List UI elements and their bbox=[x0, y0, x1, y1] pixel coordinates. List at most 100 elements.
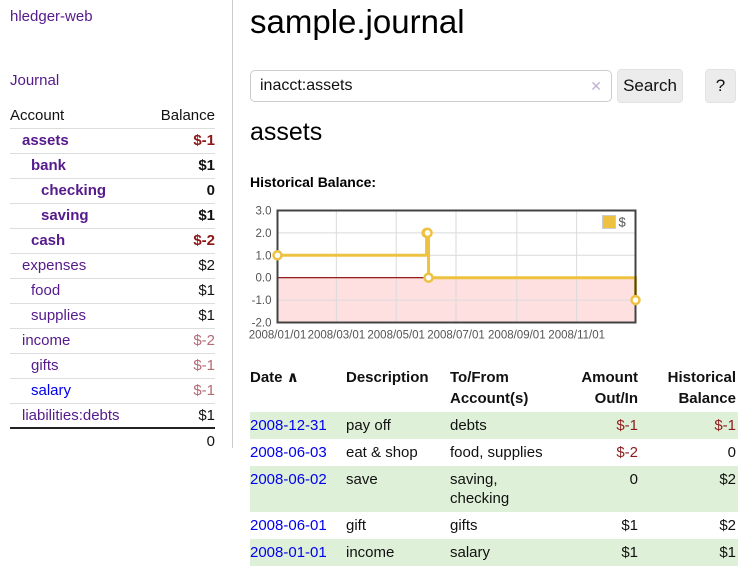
transaction-balance: $2 bbox=[719, 517, 736, 534]
account-link-saving[interactable]: saving bbox=[41, 207, 89, 224]
account-row: liabilities:debts $1 bbox=[10, 402, 215, 428]
transaction-balance: $2 bbox=[719, 471, 736, 488]
account-balance: $-2 bbox=[147, 227, 215, 253]
svg-text:1.0: 1.0 bbox=[256, 250, 272, 262]
transaction-date-link[interactable]: 2008-06-03 bbox=[250, 444, 327, 461]
accounts-column-header: To/From Account(s) bbox=[450, 369, 529, 407]
account-balance: $1 bbox=[147, 302, 215, 328]
account-link-liabilities-debts[interactable]: liabilities:debts bbox=[22, 406, 120, 424]
transaction-row: 2008-12-31 pay off debts $-1 $-1 bbox=[250, 412, 738, 439]
account-link-assets[interactable]: assets bbox=[22, 132, 69, 149]
account-link-salary[interactable]: salary bbox=[31, 382, 72, 399]
page-title: sample.journal bbox=[250, 3, 465, 40]
account-row: bank $1 bbox=[10, 152, 215, 178]
journal-link[interactable]: Journal bbox=[10, 72, 60, 89]
sidebar: hledger-web Journal Account Balance asse… bbox=[0, 0, 233, 453]
transaction-amount: $1 bbox=[621, 517, 638, 534]
svg-text:-1.0: -1.0 bbox=[252, 295, 272, 307]
transaction-row: 2008-01-01 income salary $1 $1 bbox=[250, 539, 738, 566]
account-balance: $2 bbox=[147, 252, 215, 278]
transaction-description: income bbox=[346, 544, 395, 561]
search-button[interactable]: Search bbox=[617, 69, 683, 103]
account-link-expenses[interactable]: expenses bbox=[22, 257, 87, 274]
transaction-row: 2008-06-01 gift gifts $1 $2 bbox=[250, 512, 738, 539]
account-row: gifts $-1 bbox=[10, 352, 215, 378]
svg-text:2008/07/01: 2008/07/01 bbox=[427, 330, 485, 342]
account-balance: 0 bbox=[147, 177, 215, 203]
transaction-accounts: food, supplies bbox=[450, 444, 543, 461]
search-form: ✕ Search ? bbox=[250, 69, 742, 103]
svg-text:2008/01/01: 2008/01/01 bbox=[249, 330, 307, 342]
balance-column-header: Balance bbox=[160, 106, 215, 124]
account-row: supplies $1 bbox=[10, 302, 215, 328]
search-input[interactable] bbox=[250, 70, 612, 102]
account-balance: $1 bbox=[147, 152, 215, 178]
transaction-balance: 0 bbox=[727, 444, 736, 461]
svg-text:2008/09/01: 2008/09/01 bbox=[488, 330, 546, 342]
account-row: food $1 bbox=[10, 277, 215, 303]
account-link-bank[interactable]: bank bbox=[31, 157, 67, 174]
account-row: assets $-1 bbox=[10, 127, 215, 153]
account-total-value: 0 bbox=[147, 427, 215, 453]
account-balance-table: Account Balance assets $-1 bank $1 checking 0… bbox=[10, 103, 215, 453]
account-row: income $-2 bbox=[10, 327, 215, 353]
chart-title: Historical Balance: bbox=[250, 174, 377, 190]
transaction-description: eat & shop bbox=[346, 444, 418, 461]
transaction-description: gift bbox=[346, 517, 367, 534]
transaction-description: save bbox=[346, 471, 378, 488]
account-link-checking[interactable]: checking bbox=[41, 182, 107, 199]
transaction-amount: $-2 bbox=[616, 444, 638, 461]
account-total-row: 0 bbox=[10, 427, 215, 453]
account-row: saving $1 bbox=[10, 202, 215, 228]
help-button[interactable]: ? bbox=[705, 69, 736, 103]
date-column-header[interactable]: Date ∧ bbox=[250, 369, 299, 386]
account-link-cash[interactable]: cash bbox=[31, 232, 66, 249]
transaction-accounts: debts bbox=[450, 417, 487, 434]
account-balance: $1 bbox=[147, 202, 215, 228]
transaction-amount: $1 bbox=[621, 544, 638, 561]
transaction-date-link[interactable]: 2008-06-02 bbox=[250, 471, 327, 488]
transaction-accounts: saving, checking bbox=[450, 471, 510, 507]
register-table: Date ∧ Description To/From Account(s) Am… bbox=[250, 364, 738, 566]
svg-text:$: $ bbox=[619, 215, 627, 230]
svg-text:2.0: 2.0 bbox=[256, 228, 272, 240]
account-link-food[interactable]: food bbox=[31, 282, 61, 299]
account-balance: $1 bbox=[147, 277, 215, 303]
transaction-date-link[interactable]: 2008-12-31 bbox=[250, 417, 327, 434]
transaction-description: pay off bbox=[346, 417, 391, 434]
account-balance: $1 bbox=[147, 402, 215, 428]
clear-search-icon[interactable]: ✕ bbox=[590, 78, 602, 94]
transaction-balance: $-1 bbox=[714, 417, 736, 434]
transaction-amount: $-1 bbox=[616, 417, 638, 434]
balance-column-header-main: Historical Balance bbox=[667, 369, 736, 407]
account-link-income[interactable]: income bbox=[22, 332, 71, 349]
transaction-row: 2008-06-03 eat & shop food, supplies $-2 0 bbox=[250, 439, 738, 466]
transaction-amount: 0 bbox=[629, 471, 638, 488]
account-row: cash $-2 bbox=[10, 227, 215, 253]
transaction-row: 2008-06-02 save saving, checking 0 $2 bbox=[250, 466, 738, 512]
sort-ascending-icon: ∧ bbox=[286, 369, 299, 386]
account-row: checking 0 bbox=[10, 177, 215, 203]
svg-text:0.0: 0.0 bbox=[256, 273, 272, 285]
transaction-accounts: salary bbox=[450, 544, 491, 561]
transaction-accounts: gifts bbox=[450, 517, 478, 534]
main-content: sample.journal ✕ Search ? assets Histori… bbox=[249, 0, 742, 582]
svg-text:3.0: 3.0 bbox=[256, 206, 272, 218]
transaction-date-link[interactable]: 2008-01-01 bbox=[250, 544, 327, 561]
svg-text:2008/03/01: 2008/03/01 bbox=[308, 330, 366, 342]
account-balance: $-1 bbox=[147, 127, 215, 153]
description-column-header: Description bbox=[346, 369, 429, 386]
account-balance: $-1 bbox=[147, 377, 215, 403]
account-link-gifts[interactable]: gifts bbox=[31, 357, 59, 374]
register-header-row: Date ∧ Description To/From Account(s) Am… bbox=[250, 364, 738, 412]
account-column-header: Account bbox=[10, 106, 65, 124]
transaction-balance: $1 bbox=[719, 544, 736, 561]
app-brand-link[interactable]: hledger-web bbox=[10, 8, 93, 25]
account-balance: $-1 bbox=[147, 352, 215, 378]
svg-text:2008/05/01: 2008/05/01 bbox=[367, 330, 425, 342]
transaction-date-link[interactable]: 2008-06-01 bbox=[250, 517, 327, 534]
account-link-supplies[interactable]: supplies bbox=[31, 307, 87, 324]
account-row: expenses $2 bbox=[10, 252, 215, 278]
